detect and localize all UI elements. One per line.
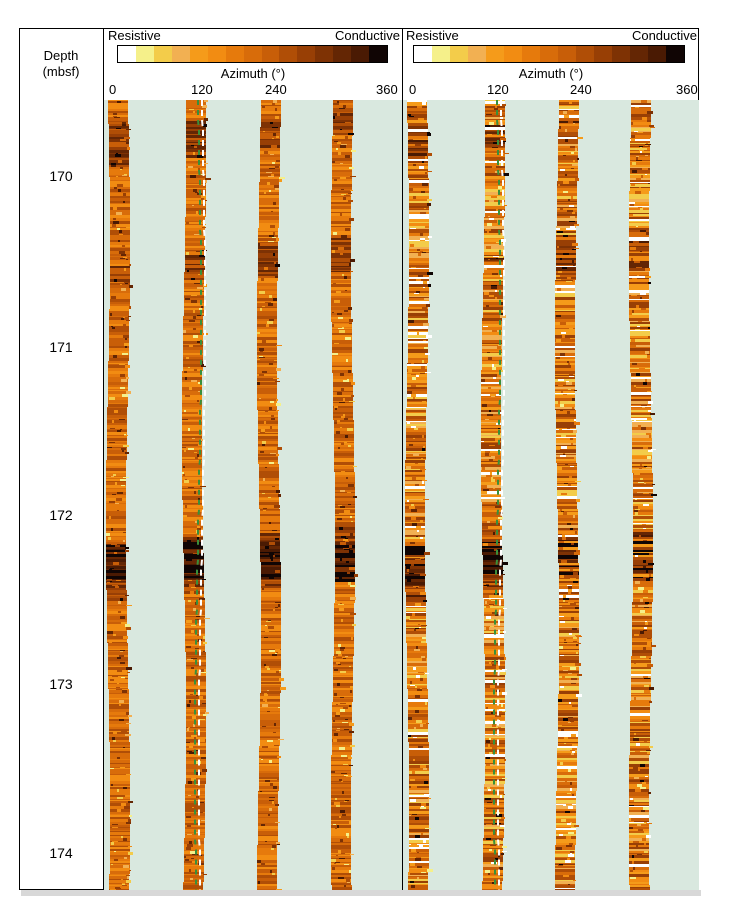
pad-strip-3 [257,100,286,890]
orientation-trace-green [493,100,501,890]
legend-conductive-label: Conductive [334,28,400,43]
pad-strip-3 [555,100,583,890]
borehole-image-static [104,100,402,890]
azimuth-tick-360: 360 [676,82,698,97]
colorbar-swatch [594,46,612,62]
resistivity-colorbar [117,45,388,63]
colorbar-swatch [540,46,558,62]
depth-label-170: 170 [49,168,73,184]
colorbar-swatch [666,46,684,62]
azimuth-tick-0: 0 [409,82,417,97]
colorbar-swatch [171,46,190,62]
colorbar-swatch [207,46,226,62]
colorbar-swatch [225,46,244,62]
colorbar-swatch [153,46,172,62]
depth-label-174: 174 [49,845,73,861]
azimuth-tick-240: 240 [570,82,592,97]
colorbar-swatch [189,46,208,62]
pad-strip-2 [182,100,211,890]
colorbar-swatch [333,46,352,62]
depth-divider [103,28,104,890]
colorbar-swatch [558,46,576,62]
depth-track: Depth (mbsf) 170 171 172 173 174 [19,28,103,890]
borehole-image-dynamic [403,100,699,890]
pad-strip-1 [106,100,133,890]
colorbar-swatch [468,46,486,62]
legend-resistive-label: Resistive [108,28,161,43]
colorbar-swatch [486,46,504,62]
legend-resistive-label: Resistive [406,28,459,43]
azimuth-axis-title: Azimuth (°) [220,66,286,81]
colorbar-swatch [576,46,594,62]
image-panel-dynamic: Resistive Conductive Azimuth (°) 0 120 2… [403,28,699,890]
colorbar-swatch [118,46,136,62]
colorbar-swatch [648,46,666,62]
depth-label-173: 173 [49,676,73,692]
colorbar-swatch [504,46,522,62]
azimuth-tick-120: 120 [191,82,213,97]
colorbar-swatch [351,46,370,62]
colorbar-swatch [261,46,280,62]
colorbar-swatch [279,46,298,62]
depth-unit: (mbsf) [42,64,80,79]
panel-divider [402,28,403,890]
resistivity-colorbar [413,45,685,63]
orientation-trace-white [497,100,505,890]
colorbar-swatch [432,46,450,62]
frame-shadow [21,890,701,896]
azimuth-tick-0: 0 [109,82,117,97]
depth-title: Depth [43,48,79,63]
colorbar-swatch [297,46,316,62]
colorbar-swatch [522,46,540,62]
pad-strip-4 [331,100,358,890]
colorbar-swatch [369,46,388,62]
azimuth-axis-title: Azimuth (°) [518,66,584,81]
colorbar-swatch [414,46,432,62]
image-panel-static: Resistive Conductive Azimuth (°) 0 120 2… [104,28,402,890]
colorbar-swatch [612,46,630,62]
pad-strip-2 [481,100,509,890]
depth-label-171: 171 [49,339,73,355]
orientation-trace-green [194,100,202,890]
depth-label-172: 172 [49,507,73,523]
azimuth-tick-120: 120 [487,82,509,97]
colorbar-swatch [450,46,468,62]
colorbar-swatch [315,46,334,62]
pad-strip-1 [405,100,433,890]
borehole-image-svg [405,100,657,890]
pad-strip-4 [629,100,657,890]
colorbar-swatch [630,46,648,62]
legend-conductive-label: Conductive [631,28,697,43]
colorbar-swatch [243,46,262,62]
orientation-trace-white [198,100,206,890]
azimuth-tick-360: 360 [376,82,398,97]
borehole-image-svg [106,100,358,890]
colorbar-swatch [135,46,154,62]
azimuth-tick-240: 240 [265,82,287,97]
